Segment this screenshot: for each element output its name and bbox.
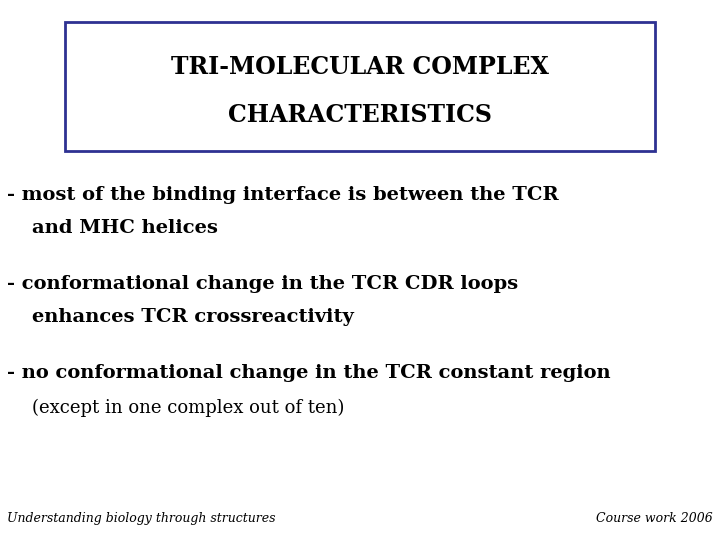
FancyBboxPatch shape bbox=[65, 22, 655, 151]
Text: TRI-MOLECULAR COMPLEX: TRI-MOLECULAR COMPLEX bbox=[171, 55, 549, 79]
Text: Course work 2006: Course work 2006 bbox=[596, 512, 713, 525]
Text: - most of the binding interface is between the TCR: - most of the binding interface is betwe… bbox=[7, 186, 559, 204]
Text: CHARACTERISTICS: CHARACTERISTICS bbox=[228, 103, 492, 127]
Text: Understanding biology through structures: Understanding biology through structures bbox=[7, 512, 276, 525]
Text: and MHC helices: and MHC helices bbox=[32, 219, 218, 237]
Text: - no conformational change in the TCR constant region: - no conformational change in the TCR co… bbox=[7, 364, 611, 382]
Text: - conformational change in the TCR CDR loops: - conformational change in the TCR CDR l… bbox=[7, 275, 518, 293]
Text: (except in one complex out of ten): (except in one complex out of ten) bbox=[32, 399, 345, 417]
Text: enhances TCR crossreactivity: enhances TCR crossreactivity bbox=[32, 308, 354, 326]
